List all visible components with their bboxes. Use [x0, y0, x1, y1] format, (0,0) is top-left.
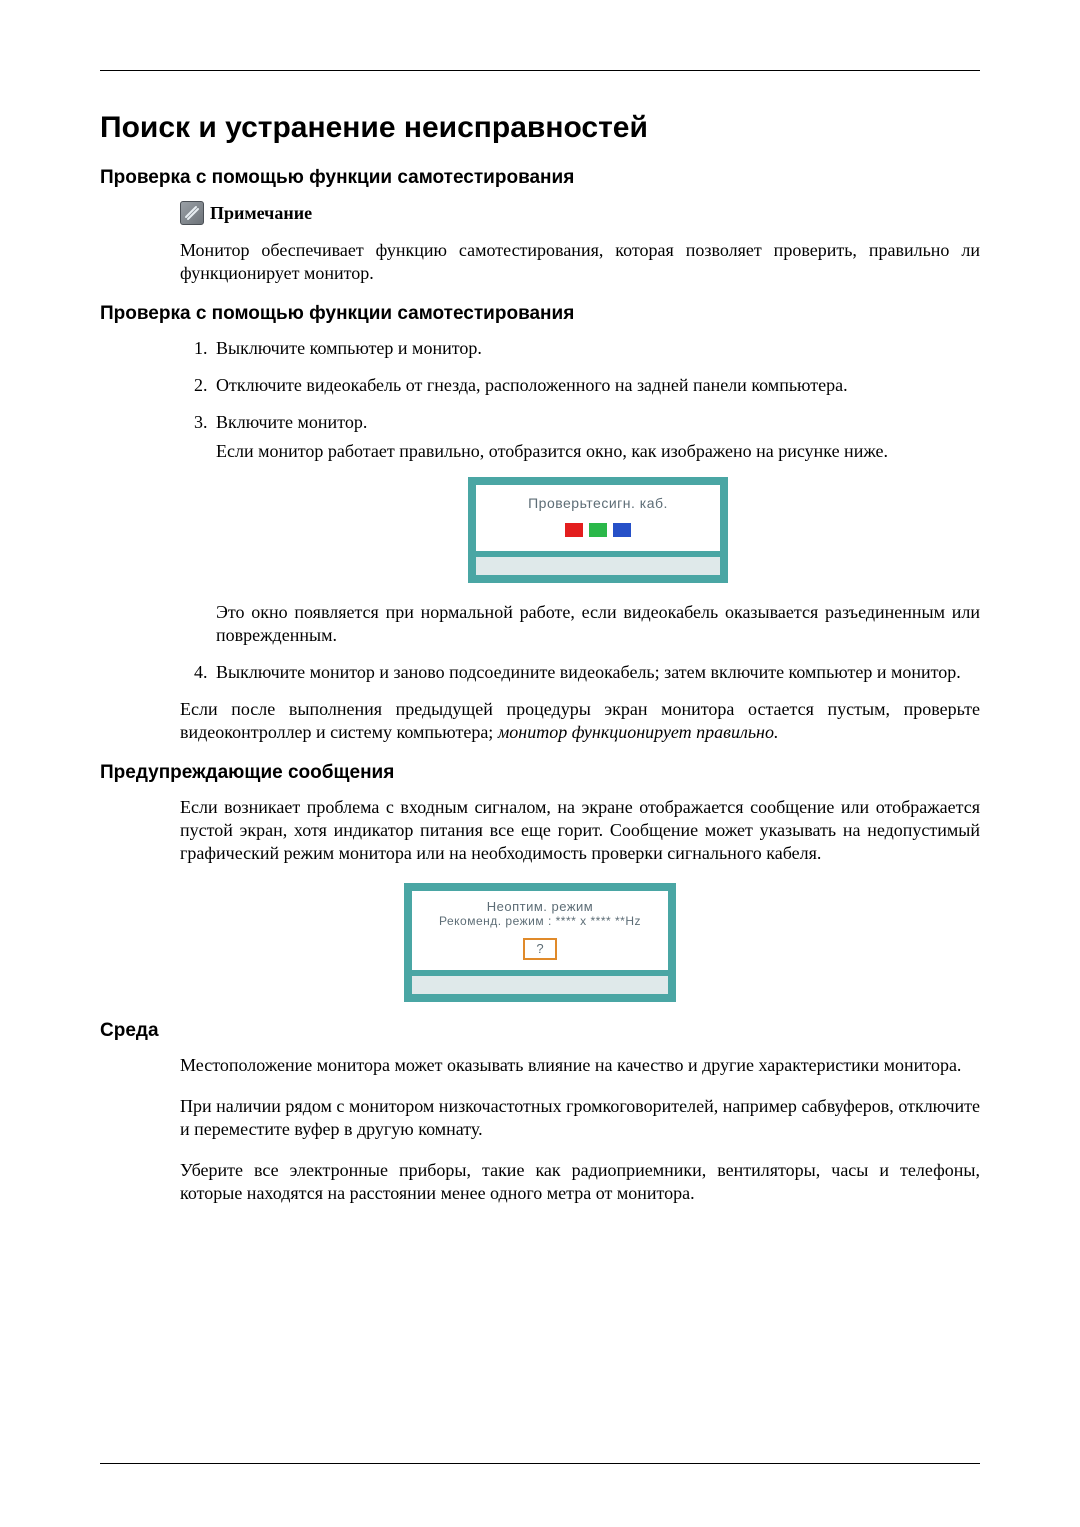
- blue-square: [613, 523, 631, 537]
- step-followup: Это окно появляется при нормальной работ…: [216, 601, 980, 647]
- step-text: Выключите монитор и заново подсоедините …: [216, 662, 961, 682]
- step-text: Включите монитор.: [216, 412, 367, 432]
- monitor-screen: Неоптим. режим Рекоменд. режим : **** x …: [412, 891, 668, 970]
- closing-text: Если после выполнения предыдущей процеду…: [180, 698, 980, 744]
- step-text: Отключите видеокабель от гнезда, располо…: [216, 375, 848, 395]
- note-label: Примечание: [210, 203, 312, 224]
- step-text: Выключите компьютер и монитор.: [216, 338, 482, 358]
- environment-para: При наличии рядом с монитором низкочасто…: [180, 1095, 980, 1141]
- section-heading-selftest-steps: Проверка с помощью функции самотестирова…: [100, 303, 980, 325]
- monitor-screen: Проверьтесигн. каб.: [476, 485, 720, 551]
- environment-para: Местоположение монитора может оказывать …: [180, 1054, 980, 1077]
- warning-line2: Рекоменд. режим : **** x **** **Hz: [420, 914, 660, 928]
- question-box: ?: [523, 938, 557, 960]
- monitor-frame: Неоптим. режим Рекоменд. режим : **** x …: [404, 883, 676, 1002]
- step-item: Выключите компьютер и монитор.: [212, 337, 980, 360]
- closing-text-italic: монитор функционирует правильно.: [498, 722, 779, 742]
- section-heading-environment: Среда: [100, 1020, 980, 1042]
- steps-list: Выключите компьютер и монитор. Отключите…: [180, 337, 980, 684]
- rule-bottom: [100, 1463, 980, 1464]
- note-text: Монитор обеспечивает функцию самотестиро…: [180, 239, 980, 285]
- step-item: Включите монитор. Если монитор работает …: [212, 411, 980, 647]
- warnings-text: Если возникает проблема с входным сигнал…: [180, 796, 980, 865]
- step-item: Отключите видеокабель от гнезда, располо…: [212, 374, 980, 397]
- rgb-indicator: [484, 523, 712, 537]
- step-item: Выключите монитор и заново подсоедините …: [212, 661, 980, 684]
- monitor-message: Проверьтесигн. каб.: [484, 495, 712, 513]
- note-block: Примечание: [180, 201, 980, 225]
- section-heading-selftest-intro: Проверка с помощью функции самотестирова…: [100, 167, 980, 189]
- note-icon: [180, 201, 204, 225]
- monitor-footer-bar: [412, 976, 668, 994]
- green-square: [589, 523, 607, 537]
- document-page: Поиск и устранение неисправностей Провер…: [0, 0, 1080, 1527]
- figure-warning: Неоптим. режим Рекоменд. режим : **** x …: [100, 883, 980, 1002]
- environment-para: Уберите все электронные приборы, такие к…: [180, 1159, 980, 1205]
- page-title: Поиск и устранение неисправностей: [100, 111, 980, 145]
- section-heading-warnings: Предупреждающие сообщения: [100, 762, 980, 784]
- monitor-frame: Проверьтесигн. каб.: [468, 477, 728, 583]
- warning-line1: Неоптим. режим: [420, 899, 660, 914]
- monitor-footer-bar: [476, 557, 720, 575]
- rule-top: [100, 70, 980, 71]
- red-square: [565, 523, 583, 537]
- step-followup: Если монитор работает правильно, отобраз…: [216, 440, 980, 463]
- figure-selftest: Проверьтесигн. каб.: [216, 477, 980, 583]
